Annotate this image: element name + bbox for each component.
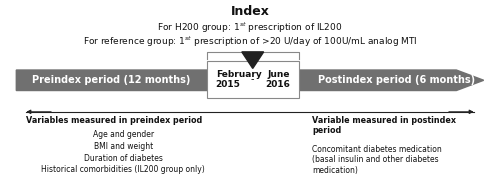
Text: February
2015: February 2015 (216, 70, 262, 89)
Text: Postindex period (6 months): Postindex period (6 months) (318, 75, 475, 85)
Text: -: - (251, 74, 254, 85)
FancyArrow shape (16, 70, 483, 91)
Text: Index: Index (230, 5, 270, 18)
Text: Age and gender: Age and gender (92, 130, 154, 139)
Text: BMI and weight: BMI and weight (94, 142, 153, 151)
Text: Preindex period (12 months): Preindex period (12 months) (32, 75, 190, 85)
Text: For reference group: 1$^{st}$ prescription of >20 U/day of 100U/mL analog MTI: For reference group: 1$^{st}$ prescripti… (82, 35, 417, 49)
Text: June
2016: June 2016 (265, 70, 290, 89)
Text: For H200 group: 1$^{st}$ prescription of IL200: For H200 group: 1$^{st}$ prescription of… (158, 20, 342, 35)
Text: Variables measured in preindex period: Variables measured in preindex period (26, 116, 203, 125)
FancyBboxPatch shape (206, 61, 298, 98)
Text: Concomitant diabetes medication
(basal insulin and other diabetes
medication): Concomitant diabetes medication (basal i… (312, 145, 442, 175)
Polygon shape (242, 52, 264, 68)
Text: Variable measured in postindex
period: Variable measured in postindex period (312, 116, 456, 135)
Text: Historical comorbidities (IL200 group only): Historical comorbidities (IL200 group on… (42, 166, 205, 174)
Text: Duration of diabetes: Duration of diabetes (84, 154, 162, 163)
